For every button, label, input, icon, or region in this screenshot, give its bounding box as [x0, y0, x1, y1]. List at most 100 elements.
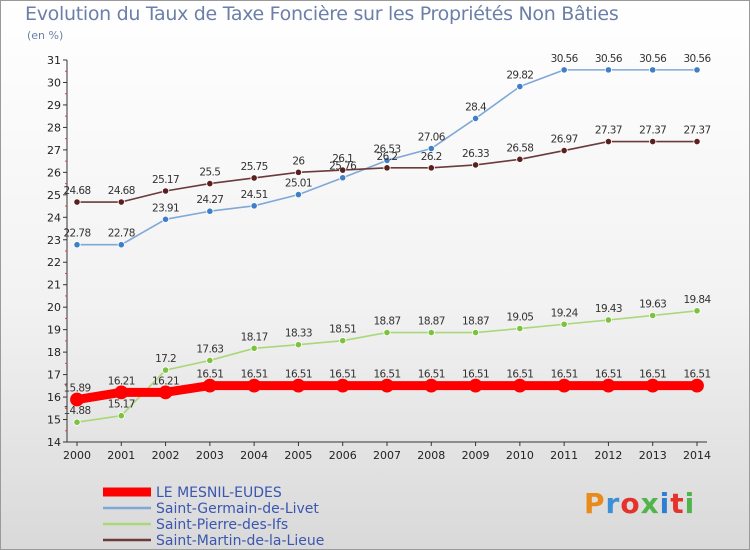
x-tick-label: 2004 [240, 449, 268, 462]
data-label: 16.21 [108, 375, 135, 387]
data-point [247, 378, 262, 393]
data-point [471, 114, 480, 123]
logo-letter: i [684, 487, 696, 520]
x-tick-label: 2010 [506, 449, 534, 462]
data-point [73, 198, 81, 206]
x-tick-label: 2000 [63, 449, 91, 462]
data-point [645, 378, 660, 393]
data-label: 28.4 [465, 101, 487, 113]
data-label: 27.37 [683, 125, 710, 137]
data-label: 26 [292, 155, 305, 167]
data-label: 17.63 [196, 343, 223, 355]
data-label: 26.2 [377, 151, 398, 163]
data-label: 25.17 [152, 174, 179, 186]
data-point [73, 241, 81, 249]
data-label: 18.33 [285, 328, 312, 340]
x-tick-label: 2008 [417, 449, 445, 462]
y-tick-label: 16 [47, 391, 61, 404]
data-point [690, 378, 704, 393]
data-label: 16.51 [506, 369, 533, 381]
y-tick-label: 26 [47, 166, 61, 179]
data-point [512, 378, 527, 393]
data-label: 25.5 [199, 167, 220, 179]
data-label: 16.51 [196, 369, 223, 381]
data-label: 18.87 [462, 316, 489, 328]
data-label: 26.1 [332, 153, 353, 165]
series-lines [70, 66, 704, 426]
data-point [383, 328, 391, 337]
legend-entry: Saint-Pierre-des-Ifs [156, 517, 288, 533]
logo-letter: P [584, 487, 606, 520]
x-tick-label: 2007 [373, 449, 401, 462]
data-label: 16.51 [373, 369, 400, 381]
data-label: 25.76 [329, 161, 357, 173]
data-point [557, 378, 572, 393]
data-point [471, 161, 480, 169]
data-point [383, 164, 391, 172]
data-point [294, 168, 303, 176]
data-label: 19.24 [551, 307, 579, 319]
data-label: 26.33 [462, 148, 489, 160]
data-point [117, 198, 125, 206]
data-point [206, 207, 214, 215]
data-point [70, 392, 84, 407]
data-label: 18.87 [373, 316, 400, 328]
data-point [560, 320, 568, 328]
data-label: 14.88 [63, 405, 90, 417]
data-point [117, 241, 125, 249]
y-tick-label: 20 [47, 301, 61, 314]
data-point [560, 66, 568, 74]
data-label: 26.2 [421, 151, 442, 163]
data-point [161, 187, 170, 195]
data-point [339, 174, 347, 182]
data-label: 30.56 [595, 53, 623, 65]
logo-letter: t [670, 487, 685, 520]
x-tick-label: 2012 [594, 449, 622, 462]
data-point [427, 144, 435, 153]
data-label: 16.51 [418, 369, 445, 381]
data-point [601, 378, 616, 393]
y-tick-label: 24 [47, 211, 61, 224]
data-point [516, 155, 524, 163]
y-tick-label: 23 [47, 234, 61, 247]
y-tick-label: 21 [47, 279, 61, 292]
data-label: 15.89 [63, 383, 90, 395]
data-point [206, 179, 214, 188]
data-label: 16.51 [595, 369, 622, 381]
x-tick-label: 2006 [329, 449, 357, 462]
data-label: 26.53 [373, 143, 400, 155]
data-label: 27.37 [639, 125, 666, 137]
data-label: 16.51 [639, 369, 666, 381]
data-label: 30.56 [639, 53, 667, 65]
legend-entry: Saint-Germain-de-Livet [156, 501, 319, 517]
data-label: 16.51 [683, 369, 710, 381]
data-point [560, 146, 568, 155]
data-point [117, 412, 125, 420]
data-label: 16.51 [462, 369, 489, 381]
data-labels: 15.89 16.21 16.21 16.51 16.51 16.51 16.51 16.51… [63, 53, 712, 417]
data-point [161, 215, 170, 223]
data-label: 22.78 [108, 228, 135, 240]
data-label: 18.51 [329, 324, 356, 336]
data-label: 15.17 [108, 399, 135, 411]
data-label: 24.27 [196, 194, 223, 206]
data-label: 30.56 [551, 53, 579, 65]
data-label: 16.51 [285, 369, 312, 381]
data-point [516, 324, 524, 333]
data-label: 27.06 [418, 132, 446, 144]
y-tick-label: 22 [47, 256, 61, 269]
y-tick-label: 18 [47, 346, 61, 359]
data-point [339, 337, 347, 345]
unit-label: (en %) [27, 29, 64, 42]
data-label: 16.51 [329, 369, 356, 381]
data-point [158, 385, 173, 400]
data-point [383, 156, 391, 165]
data-point [468, 378, 483, 393]
x-tick-label: 2013 [639, 449, 667, 462]
data-label: 30.56 [683, 53, 711, 65]
y-tick-label: 28 [47, 121, 61, 134]
data-point [427, 328, 435, 337]
data-point [206, 356, 214, 365]
y-tick-label: 19 [47, 324, 61, 337]
